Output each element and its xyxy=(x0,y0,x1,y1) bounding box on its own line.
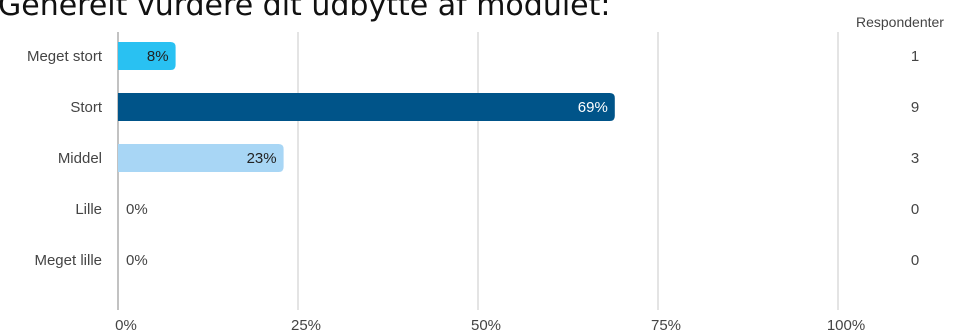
category-label: Meget lille xyxy=(34,252,102,269)
category-label: Middel xyxy=(58,150,102,167)
bar xyxy=(118,144,284,172)
chart-title: Generelt vurdere dit udbytte af modulet: xyxy=(0,0,611,23)
bar xyxy=(118,42,176,70)
x-tick-label: 25% xyxy=(291,317,321,333)
x-tick-label: 50% xyxy=(471,317,501,333)
bar-value-label: 8% xyxy=(147,48,169,65)
x-tick-label: 100% xyxy=(827,317,865,333)
respondents-header: Respondenter xyxy=(856,14,944,30)
respondent-count: 0 xyxy=(911,201,919,218)
bar-value-label: 23% xyxy=(247,150,277,167)
bar-value-label: 69% xyxy=(578,99,608,116)
bar-value-label: 0% xyxy=(126,201,148,218)
respondent-count: 0 xyxy=(911,252,919,269)
bar xyxy=(118,93,615,121)
category-label: Meget stort xyxy=(27,48,103,65)
x-tick-label: 0% xyxy=(115,317,137,333)
category-label: Stort xyxy=(70,99,103,116)
respondent-count: 1 xyxy=(911,48,919,65)
bar-value-label: 0% xyxy=(126,252,148,269)
category-label: Lille xyxy=(75,201,102,218)
x-tick-label: 75% xyxy=(651,317,681,333)
respondent-count: 3 xyxy=(911,150,919,167)
respondent-count: 9 xyxy=(911,99,919,116)
